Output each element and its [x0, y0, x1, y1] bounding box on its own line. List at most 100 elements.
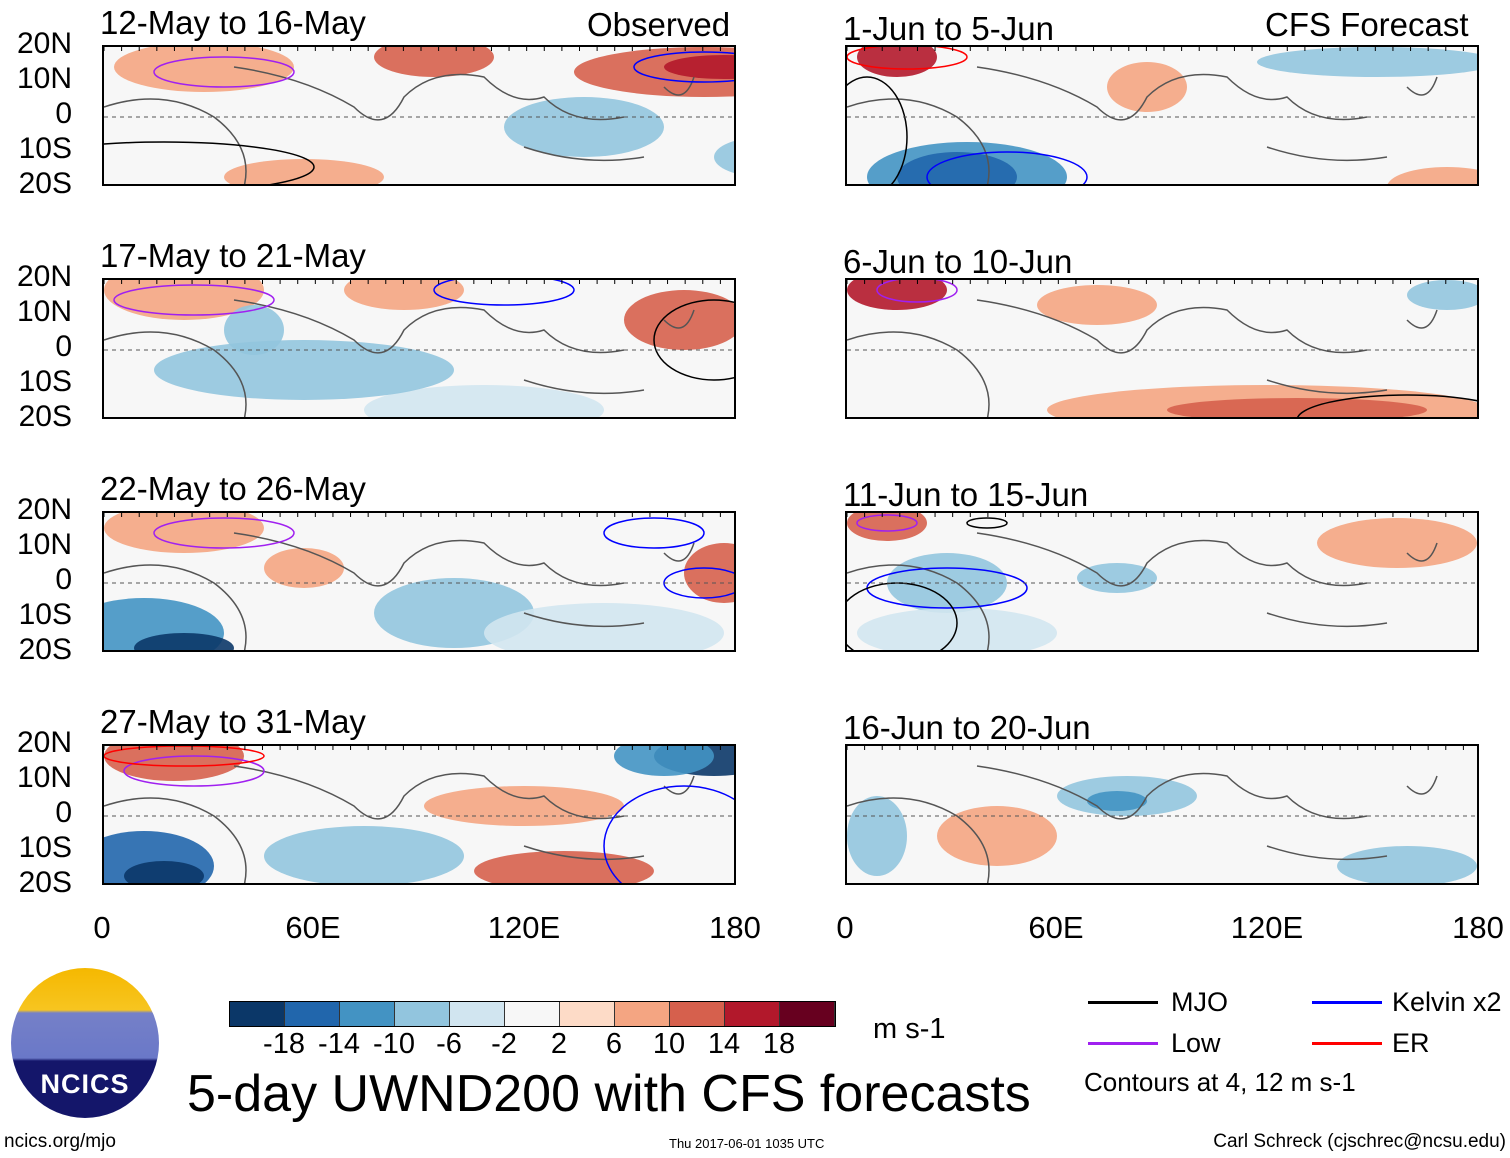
panel-title: 1-Jun to 5-Jun — [843, 10, 1054, 47]
lon-label: 0 — [93, 910, 111, 945]
colorbar-swatch — [560, 1002, 615, 1026]
colorbar-swatch — [395, 1002, 450, 1026]
colorbar-swatch — [615, 1002, 670, 1026]
colorbar-tick: 14 — [707, 1028, 741, 1060]
er-legend-line — [1312, 1042, 1382, 1045]
colorbar-swatch — [285, 1002, 340, 1026]
anomaly-region — [847, 513, 927, 541]
anomaly-map — [104, 746, 734, 883]
lat-label: 20N — [16, 726, 72, 759]
lat-label: 10S — [18, 132, 72, 165]
colorbar-tick: 10 — [652, 1028, 686, 1060]
footer-author: Carl Schreck (cjschrec@ncsu.edu) — [1213, 1131, 1506, 1152]
figure-title: 5-day UWND200 with CFS forecasts — [187, 1065, 1031, 1123]
lat-label: 10S — [18, 831, 72, 864]
anomaly-region — [104, 280, 264, 320]
wave-contour — [966, 517, 1008, 529]
footer-url[interactable]: ncics.org/mjo — [4, 1131, 116, 1152]
panel-title: 12-May to 16-May — [100, 4, 366, 41]
lat-label: 10N — [16, 62, 72, 95]
anomaly-region — [1257, 47, 1477, 77]
wave-contour — [153, 56, 295, 88]
anomaly-map — [104, 513, 734, 650]
wave-contour — [603, 785, 734, 883]
lat-label: 10N — [16, 528, 72, 561]
lon-label: 60E — [285, 910, 341, 945]
colorbar-swatch — [725, 1002, 780, 1026]
colorbar-units: m s-1 — [873, 1013, 946, 1045]
colorbar-swatch — [450, 1002, 505, 1026]
anomaly-region — [1317, 518, 1477, 568]
mjo-legend: MJO — [1171, 987, 1228, 1017]
anomaly-region — [154, 340, 454, 400]
contours-note: Contours at 4, 12 m s-1 — [1084, 1067, 1356, 1097]
colorbar-tick: 18 — [762, 1028, 796, 1060]
lat-label: 20N — [16, 27, 72, 60]
wave-contour — [856, 514, 918, 532]
colorbar-tick: -10 — [373, 1028, 415, 1060]
observed-map-panel — [102, 278, 736, 419]
anomaly-region — [264, 826, 464, 883]
anomaly-map — [847, 280, 1477, 417]
wave-contour — [104, 746, 265, 767]
wave-contour — [433, 280, 575, 306]
coastline — [847, 66, 1438, 184]
wave-contour — [113, 284, 275, 316]
forecast-label: CFS Forecast — [1265, 6, 1469, 43]
anomaly-map — [847, 513, 1477, 650]
anomaly-region — [124, 861, 204, 883]
anomaly-map — [104, 47, 734, 184]
anomaly-map — [847, 746, 1477, 883]
anomaly-region — [134, 633, 234, 650]
lat-label: 0 — [55, 330, 72, 363]
lat-label: 20N — [16, 260, 72, 293]
anomaly-region — [114, 47, 294, 92]
kelvin-legend: Kelvin x2 — [1392, 987, 1502, 1017]
lon-label: 0 — [836, 910, 854, 945]
lat-label: 0 — [55, 97, 72, 130]
lon-label: 180 — [1452, 910, 1504, 945]
anomaly-region — [614, 746, 714, 776]
observed-map-panel — [102, 45, 736, 186]
anomaly-region — [1087, 791, 1147, 811]
colorbar — [229, 1001, 836, 1027]
anomaly-region — [1107, 62, 1187, 112]
anomaly-region — [1337, 846, 1477, 883]
anomaly-region — [374, 47, 494, 77]
coastline — [847, 765, 1438, 883]
coastline — [104, 299, 695, 417]
panel-title: 6-Jun to 10-Jun — [843, 243, 1073, 280]
anomaly-region — [104, 513, 264, 553]
forecast-map-panel — [845, 744, 1479, 885]
panel-title: 22-May to 26-May — [100, 470, 366, 507]
anomaly-region — [1037, 285, 1157, 325]
coastline — [104, 532, 695, 650]
colorbar-tick: -6 — [436, 1028, 462, 1060]
low-legend: Low — [1171, 1028, 1221, 1058]
anomaly-region — [224, 159, 384, 184]
anomaly-region — [1077, 563, 1157, 593]
anomaly-region — [224, 305, 284, 355]
wave-contour — [876, 280, 958, 303]
wave-contour — [926, 151, 1088, 184]
lon-label: 120E — [1230, 910, 1304, 945]
anomaly-region — [684, 543, 734, 603]
anomaly-region — [104, 746, 244, 781]
anomaly-region — [857, 608, 1057, 650]
lon-label: 60E — [1028, 910, 1084, 945]
coastline — [847, 299, 1438, 417]
er-legend: ER — [1392, 1028, 1430, 1058]
observed-map-panel — [102, 511, 736, 652]
ncics-logo: NCICS — [11, 968, 159, 1118]
observed-map-panel — [102, 744, 736, 885]
colorbar-swatch — [230, 1002, 285, 1026]
mjo-legend-line — [1088, 1001, 1158, 1004]
anomaly-region — [1387, 167, 1477, 184]
panel-title: 16-Jun to 20-Jun — [843, 709, 1091, 746]
colorbar-swatch — [670, 1002, 725, 1026]
colorbar-tick: 6 — [605, 1028, 623, 1060]
wave-contour — [847, 76, 908, 184]
lat-label: 0 — [55, 796, 72, 829]
kelvin-legend-line — [1312, 1001, 1382, 1004]
coastline — [104, 765, 695, 883]
